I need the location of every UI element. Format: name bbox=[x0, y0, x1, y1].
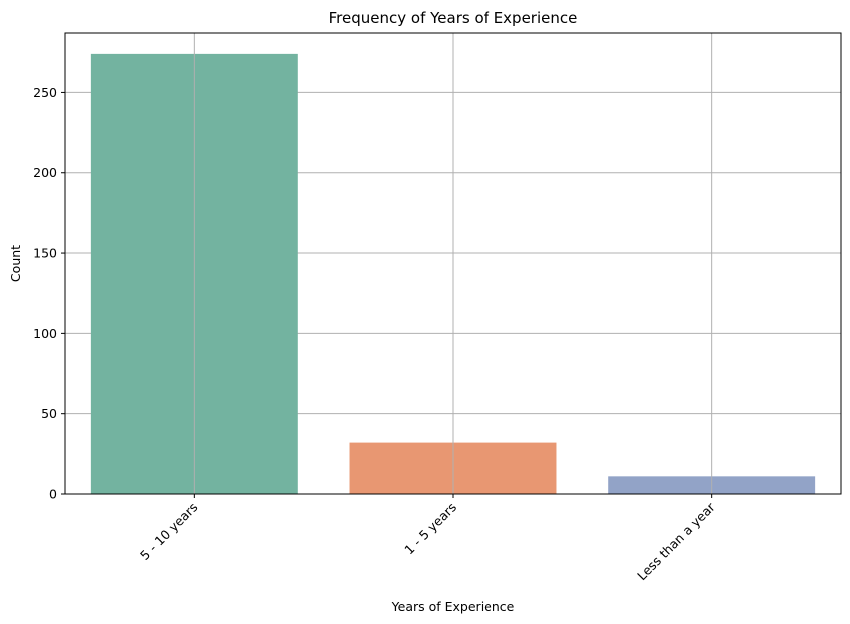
y-tick-label: 100 bbox=[33, 326, 57, 341]
x-tick-label: 5 - 10 years bbox=[137, 500, 200, 563]
chart-title: Frequency of Years of Experience bbox=[329, 9, 578, 27]
y-tick-label: 150 bbox=[33, 246, 57, 261]
y-tick-label: 50 bbox=[41, 406, 57, 421]
x-tick-label: 1 - 5 years bbox=[401, 500, 459, 558]
vertical-grid-lines bbox=[193, 33, 713, 494]
y-tick-label: 250 bbox=[33, 85, 57, 100]
y-axis-label: Count bbox=[8, 245, 23, 282]
x-tick-label: Less than a year bbox=[634, 499, 718, 583]
y-tick-label: 0 bbox=[49, 487, 57, 502]
y-axis-ticks: 0 50 100 150 200 250 bbox=[33, 85, 65, 502]
x-axis-label: Years of Experience bbox=[391, 599, 515, 614]
x-axis-ticks: 5 - 10 years 1 - 5 years Less than a year bbox=[137, 494, 718, 583]
y-tick-label: 200 bbox=[33, 165, 57, 180]
